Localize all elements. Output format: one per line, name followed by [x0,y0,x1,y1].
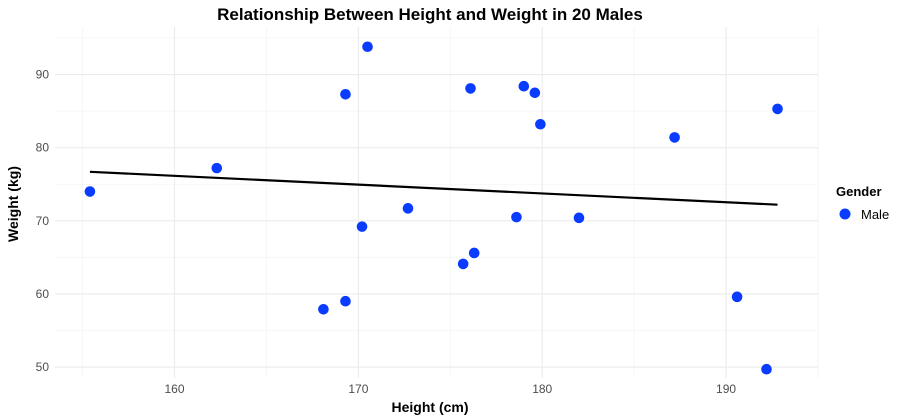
x-tick-label: 170 [348,382,368,396]
y-tick-label: 70 [36,214,50,228]
x-tick-label: 160 [164,382,184,396]
data-point [518,80,530,92]
data-point [402,203,414,214]
y-tick-label: 50 [36,360,50,374]
data-point [669,132,680,143]
data-point [468,247,480,259]
chart-title: Relationship Between Height and Weight i… [217,5,643,24]
data-point [731,291,743,303]
data-point [529,87,541,99]
data-point [362,41,373,53]
data-point [761,363,772,375]
data-point [772,103,783,115]
legend: Gender Male [836,184,889,222]
data-point [465,83,476,94]
x-tick-label: 180 [532,382,552,396]
trend-line [89,170,778,206]
legend-title: Gender [836,184,882,199]
data-point [573,212,585,224]
x-tick-label: 190 [716,382,736,396]
y-axis-title: Weight (kg) [5,166,21,242]
legend-marker-male [839,208,851,220]
data-point [84,186,96,197]
trend-line-layer [89,170,778,206]
data-point [535,118,546,130]
y-tick-label: 60 [36,287,50,301]
grid [55,27,819,378]
tick-labels: 160 170 180 190 50 60 70 80 90 [36,68,737,396]
points-layer [84,41,783,375]
y-tick-label: 80 [36,141,50,155]
data-point [318,303,329,315]
data-point [340,88,351,100]
y-tick-label: 90 [36,68,50,82]
legend-label-male: Male [861,207,889,222]
data-point [340,295,351,307]
data-point [356,221,368,232]
data-point [511,211,522,223]
data-point [211,162,223,174]
data-point [457,258,469,270]
x-axis-title: Height (cm) [392,399,469,415]
